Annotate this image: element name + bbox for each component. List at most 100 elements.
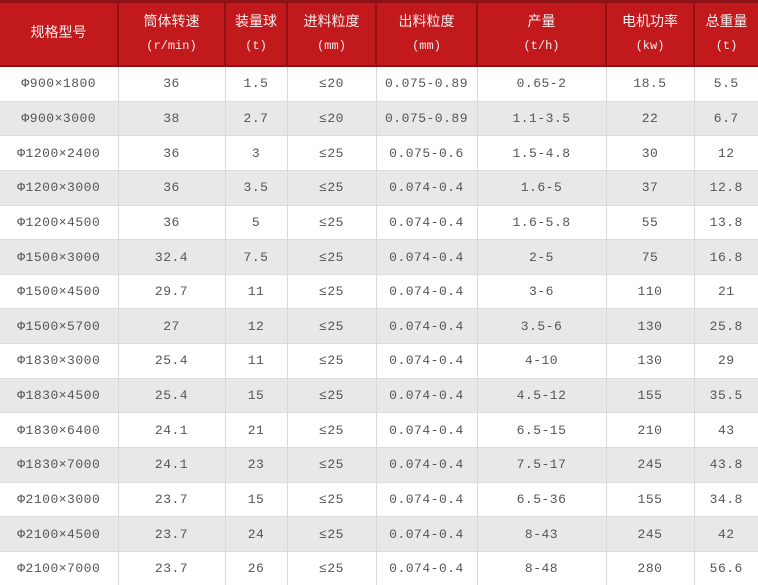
header-unit: (t/h) xyxy=(523,38,560,53)
spec-cell: 0.074-0.4 xyxy=(375,446,477,483)
spec-cell: 245 xyxy=(605,446,694,483)
spec-cell: 0.074-0.4 xyxy=(375,550,477,585)
spec-cell: 1.6-5 xyxy=(476,169,606,206)
table-row: Φ900×1800 36 1.5 ≤20 0.075-0.89 0.65-2 18.5 5.5 xyxy=(0,65,758,102)
spec-cell: 25.4 xyxy=(117,343,225,379)
table-row: Φ2100×7000 23.7 26 ≤25 0.074-0.4 8-48 280 56.6 xyxy=(0,550,758,585)
column-header-4: 进料粒度 (mm) xyxy=(286,0,376,67)
spec-cell: 12.8 xyxy=(693,169,758,206)
spec-cell: 4-10 xyxy=(476,343,606,379)
spec-cell: 15 xyxy=(224,481,287,517)
column-header-2: 筒体转速 (r/min) xyxy=(117,0,225,67)
spec-cell: 3-6 xyxy=(476,273,606,309)
table-row: Φ1500×3000 32.4 7.5 ≤25 0.074-0.4 2-5 75 16.8 xyxy=(0,239,758,275)
spec-cell: 43.8 xyxy=(693,446,758,483)
spec-cell: Φ1500×5700 xyxy=(0,308,118,344)
header-label: 产量 xyxy=(527,14,556,31)
spec-cell: ≤25 xyxy=(286,550,376,585)
spec-cell: 110 xyxy=(605,273,694,309)
spec-cell: 23.7 xyxy=(117,481,225,517)
spec-cell: 38 xyxy=(117,100,225,136)
spec-cell: Φ2100×3000 xyxy=(0,481,118,517)
spec-cell: ≤25 xyxy=(286,343,376,379)
spec-cell: 25.4 xyxy=(117,377,225,413)
spec-cell: 26 xyxy=(224,550,287,585)
table-row: Φ2100×4500 23.7 24 ≤25 0.074-0.4 8-43 245 42 xyxy=(0,516,758,552)
spec-cell: 23.7 xyxy=(117,516,225,552)
column-header-1: 规格型号 xyxy=(0,0,118,67)
spec-cell: 13.8 xyxy=(693,204,758,240)
spec-cell: 1.5 xyxy=(224,65,287,102)
spec-cell: 24.1 xyxy=(117,412,225,448)
table-row: Φ1830×6400 24.1 21 ≤25 0.074-0.4 6.5-15 210 43 xyxy=(0,412,758,448)
header-unit: (kw) xyxy=(635,38,665,53)
spec-cell: 32.4 xyxy=(117,239,225,275)
spec-cell: 35.5 xyxy=(693,377,758,413)
spec-cell: 0.074-0.4 xyxy=(375,377,477,413)
spec-cell: 130 xyxy=(605,308,694,344)
spec-cell: 0.074-0.4 xyxy=(375,308,477,344)
spec-cell: Φ900×1800 xyxy=(0,65,118,102)
spec-cell: ≤25 xyxy=(286,239,376,275)
spec-cell: 1.5-4.8 xyxy=(476,135,606,171)
spec-cell: 42 xyxy=(693,516,758,552)
table-row: Φ1830×4500 25.4 15 ≤25 0.074-0.4 4.5-12 155 35.… xyxy=(0,377,758,413)
spec-cell: 210 xyxy=(605,412,694,448)
spec-cell: 16.8 xyxy=(693,239,758,275)
spec-cell: 56.6 xyxy=(693,550,758,585)
spec-cell: 1.1-3.5 xyxy=(476,100,606,136)
table-row: Φ2100×3000 23.7 15 ≤25 0.074-0.4 6.5-36 155 34.… xyxy=(0,481,758,517)
spec-cell: 11 xyxy=(224,343,287,379)
spec-cell: 36 xyxy=(117,135,225,171)
spec-cell: 3 xyxy=(224,135,287,171)
spec-cell: ≤25 xyxy=(286,481,376,517)
spec-cell: Φ2100×7000 xyxy=(0,550,118,585)
spec-cell: 24.1 xyxy=(117,446,225,483)
spec-cell: 34.8 xyxy=(693,481,758,517)
spec-cell: 130 xyxy=(605,343,694,379)
spec-cell: 3.5-6 xyxy=(476,308,606,344)
spec-cell: 155 xyxy=(605,377,694,413)
spec-cell: 0.074-0.4 xyxy=(375,169,477,206)
spec-cell: 4.5-12 xyxy=(476,377,606,413)
spec-cell: Φ1200×2400 xyxy=(0,135,118,171)
spec-cell: 7.5-17 xyxy=(476,446,606,483)
spec-cell: Φ1830×7000 xyxy=(0,446,118,483)
spec-cell: Φ1500×3000 xyxy=(0,239,118,275)
spec-cell: 37 xyxy=(605,169,694,206)
spec-cell: 2-5 xyxy=(476,239,606,275)
spec-cell: 0.074-0.4 xyxy=(375,412,477,448)
spec-cell: Φ1830×6400 xyxy=(0,412,118,448)
spec-cell: 43 xyxy=(693,412,758,448)
header-label: 筒体转速 xyxy=(143,14,200,31)
header-label: 出料粒度 xyxy=(398,14,455,31)
spec-cell: 0.074-0.4 xyxy=(375,481,477,517)
spec-cell: ≤25 xyxy=(286,412,376,448)
spec-cell: 21 xyxy=(693,273,758,309)
spec-cell: 0.075-0.6 xyxy=(375,135,477,171)
table-row: Φ1830×7000 24.1 23 ≤25 0.074-0.4 7.5-17 245 43.… xyxy=(0,446,758,483)
spec-cell: 6.5-36 xyxy=(476,481,606,517)
spec-cell: 36 xyxy=(117,204,225,240)
spec-cell: 0.074-0.4 xyxy=(375,343,477,379)
header-unit: (t) xyxy=(715,38,738,53)
spec-cell: ≤25 xyxy=(286,273,376,309)
spec-cell: 21 xyxy=(224,412,287,448)
table-row: Φ1200×2400 36 3 ≤25 0.075-0.6 1.5-4.8 30 12 xyxy=(0,135,758,171)
spec-cell: 7.5 xyxy=(224,239,287,275)
table-row: Φ1500×5700 27 12 ≤25 0.074-0.4 3.5-6 130 25.8 xyxy=(0,308,758,344)
spec-cell: 6.7 xyxy=(693,100,758,136)
spec-cell: Φ1200×4500 xyxy=(0,204,118,240)
spec-cell: ≤25 xyxy=(286,204,376,240)
spec-cell: 5.5 xyxy=(693,65,758,102)
spec-cell: 8-43 xyxy=(476,516,606,552)
spec-cell: Φ900×3000 xyxy=(0,100,118,136)
spec-cell: Φ2100×4500 xyxy=(0,516,118,552)
spec-cell: 30 xyxy=(605,135,694,171)
spec-cell: 0.074-0.4 xyxy=(375,204,477,240)
spec-cell: Φ1830×4500 xyxy=(0,377,118,413)
spec-cell: ≤25 xyxy=(286,308,376,344)
table-row: Φ1500×4500 29.7 11 ≤25 0.074-0.4 3-6 110 21 xyxy=(0,273,758,309)
spec-cell: Φ1830×3000 xyxy=(0,343,118,379)
